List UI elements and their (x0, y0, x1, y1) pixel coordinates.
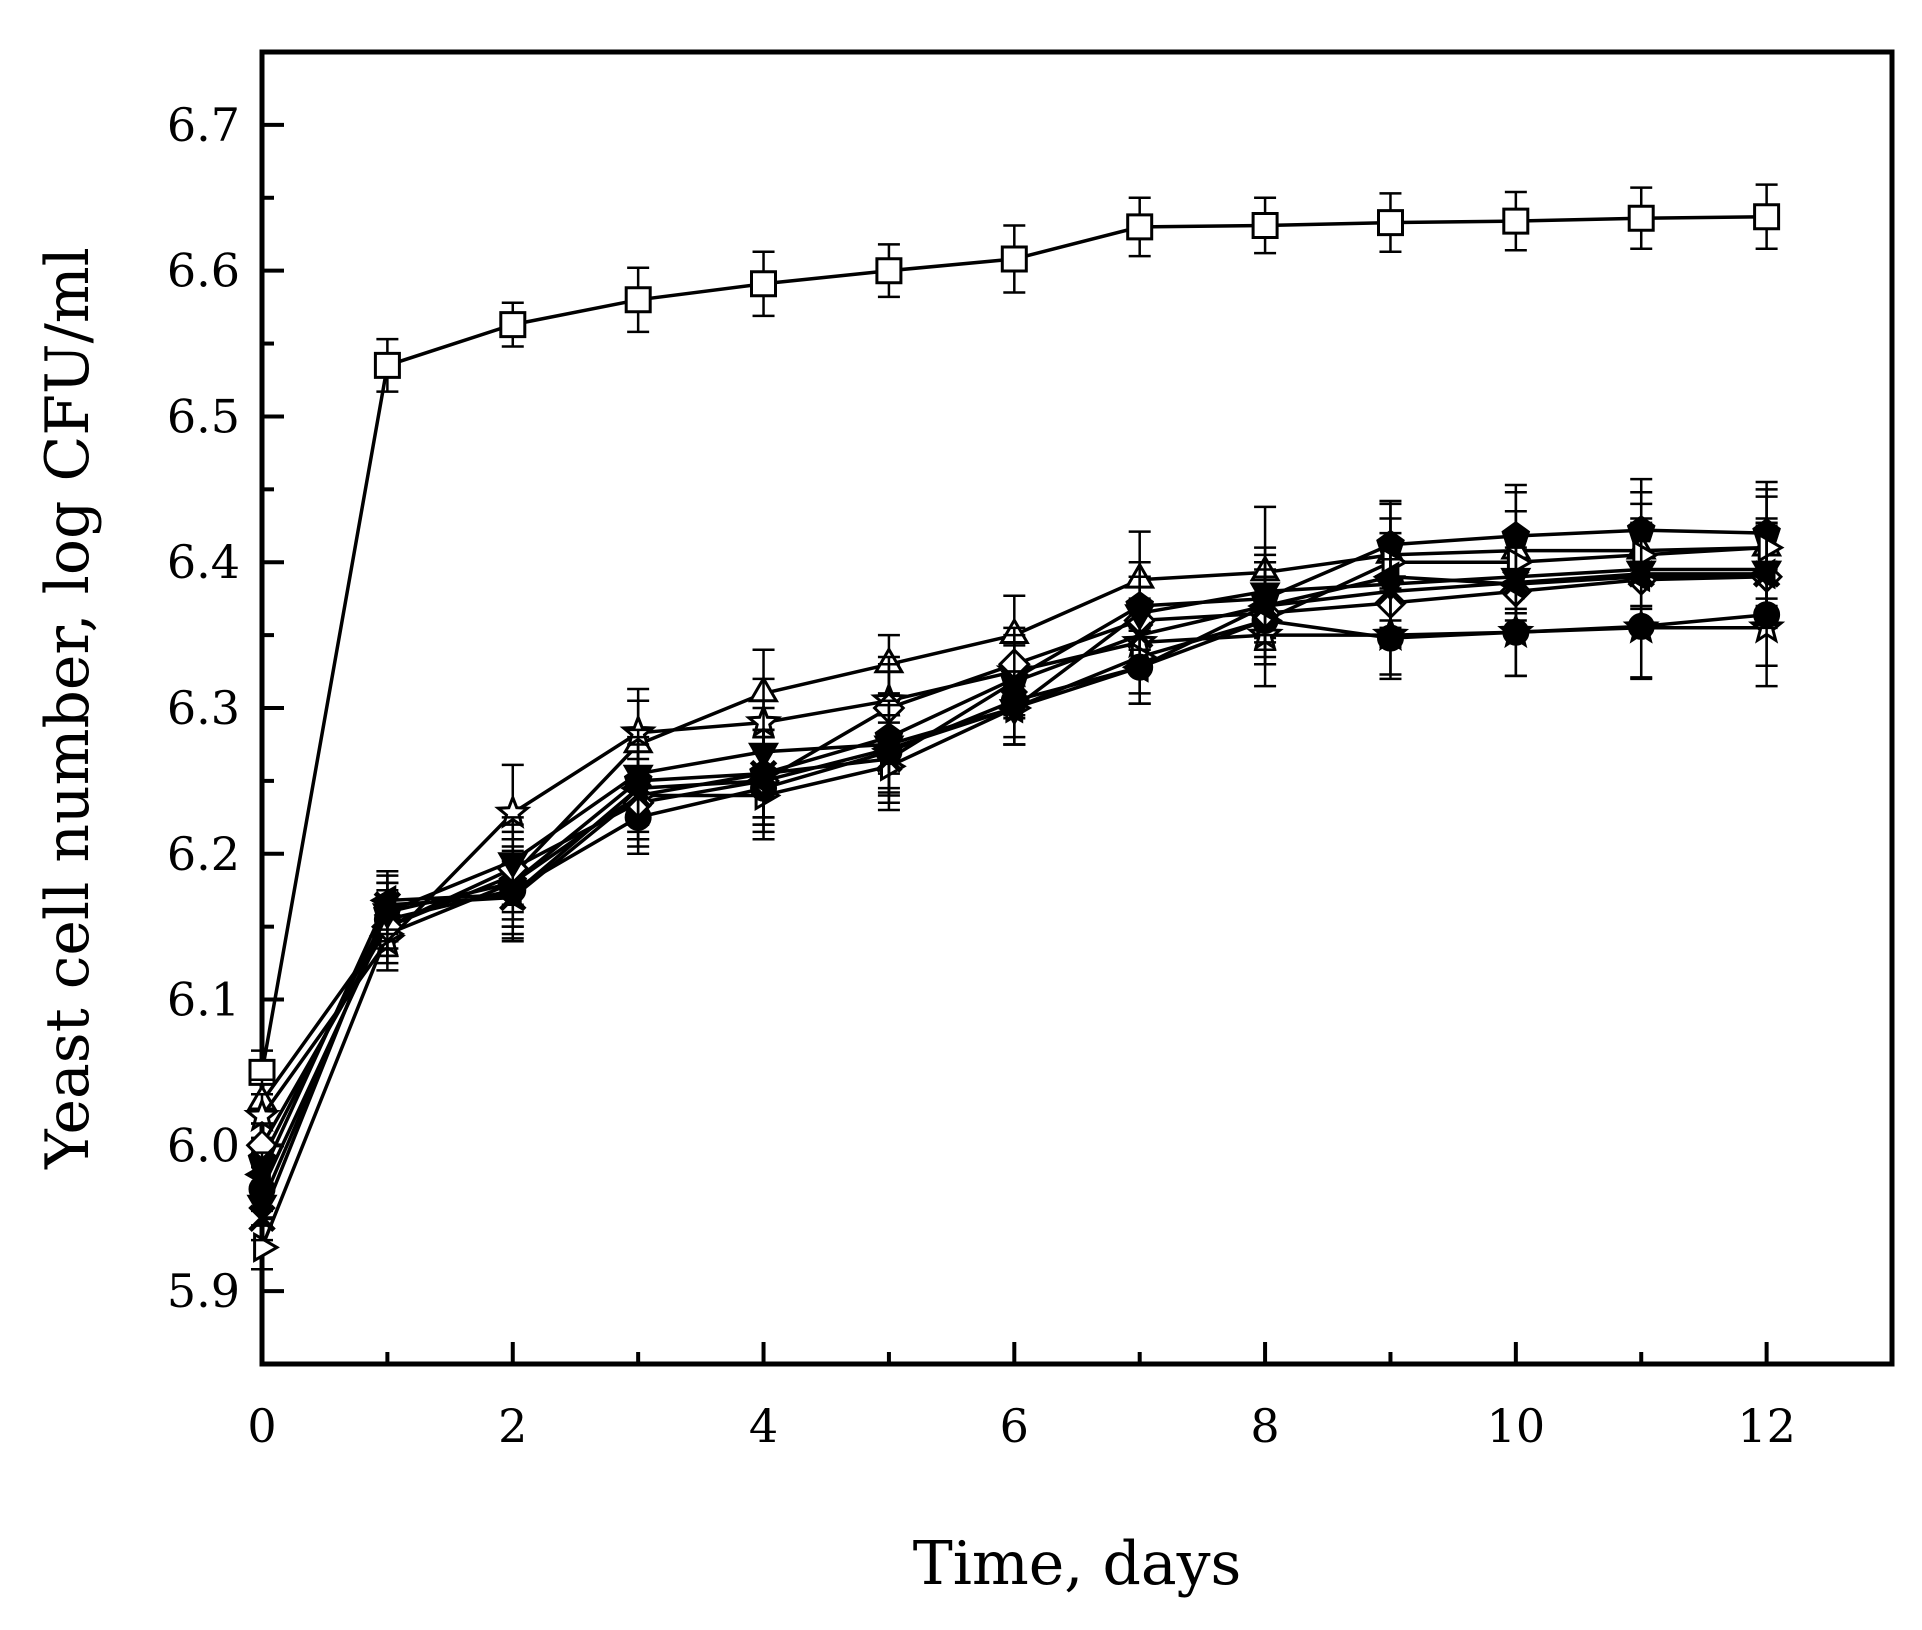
data-point-cross (749, 759, 778, 788)
data-point (1752, 560, 1781, 588)
data-point (248, 1204, 276, 1232)
series-pentagon (247, 477, 1781, 1184)
y-tick-label: 6.3 (167, 681, 240, 735)
data-point-cross (1376, 577, 1405, 606)
data-point (1627, 560, 1655, 588)
y-tick-label: 6.7 (167, 98, 240, 152)
y-tick-label: 5.9 (167, 1264, 240, 1318)
data-point (1753, 203, 1781, 231)
x-tick-label: 4 (749, 1399, 778, 1453)
x-tick-label: 8 (1250, 1399, 1279, 1453)
data-point-cross (1125, 621, 1154, 649)
data-point-cross (1502, 568, 1530, 597)
y-axis-label: Yeast cell number, log CFU/ml (33, 247, 103, 1170)
data-point-cross (624, 781, 652, 810)
data-point (1372, 561, 1400, 593)
x-tick-label: 10 (1487, 1399, 1546, 1453)
data-point (1125, 621, 1154, 649)
data-point-cross (499, 883, 527, 912)
x-tick-label: 0 (247, 1399, 276, 1453)
data-point (1251, 592, 1279, 620)
data-point (499, 883, 527, 912)
data-point (244, 1158, 271, 1191)
data-point (499, 311, 527, 339)
y-tick-label: 6.2 (167, 827, 240, 881)
data-point (373, 351, 401, 379)
data-point (1376, 577, 1405, 606)
data-point-cross (373, 891, 402, 919)
data-point (749, 759, 778, 788)
data-point-cross (875, 745, 903, 773)
data-point (1502, 207, 1530, 235)
data-point-cross (248, 1204, 276, 1232)
x-tick-label: 6 (1000, 1399, 1029, 1453)
series-layer (243, 183, 1786, 1271)
y-tick-label: 6.0 (167, 1118, 240, 1172)
x-tick-label: 2 (498, 1399, 527, 1453)
data-point (875, 257, 903, 285)
data-point (996, 692, 1024, 724)
data-point (1502, 568, 1530, 597)
data-point-cross (1627, 560, 1655, 588)
x-axis-ticks: 0 2 4 6 8 10 12 (247, 1342, 1894, 1453)
data-point (875, 745, 903, 773)
data-point-cross (1000, 667, 1029, 696)
data-point-cross (1251, 592, 1279, 620)
x-tick-label: 12 (1737, 1399, 1796, 1453)
data-point (750, 270, 777, 298)
y-tick-label: 6.6 (167, 244, 240, 298)
x-axis-label: Time, days (913, 1529, 1242, 1599)
series-square (248, 183, 1781, 1096)
data-point (1627, 204, 1655, 232)
data-point-cross (1752, 560, 1781, 588)
series-triangle-up (246, 488, 1783, 1125)
series-cross (248, 521, 1781, 1242)
y-tick-label: 6.5 (167, 389, 240, 443)
data-point (624, 286, 652, 314)
data-point (373, 891, 402, 919)
y-axis-ticks: 5.9 6.0 6.1 6.2 6.3 6.4 6.5 6.6 6.7 (167, 50, 284, 1366)
y-tick-label: 6.4 (167, 535, 240, 589)
data-point (1126, 213, 1154, 241)
data-point (624, 781, 652, 810)
data-point (1000, 667, 1029, 696)
data-point (1757, 532, 1785, 564)
data-point (1000, 245, 1028, 273)
data-point (1251, 212, 1279, 239)
data-point (1377, 209, 1404, 237)
data-point (1121, 651, 1149, 683)
y-tick-label: 6.1 (167, 973, 240, 1027)
